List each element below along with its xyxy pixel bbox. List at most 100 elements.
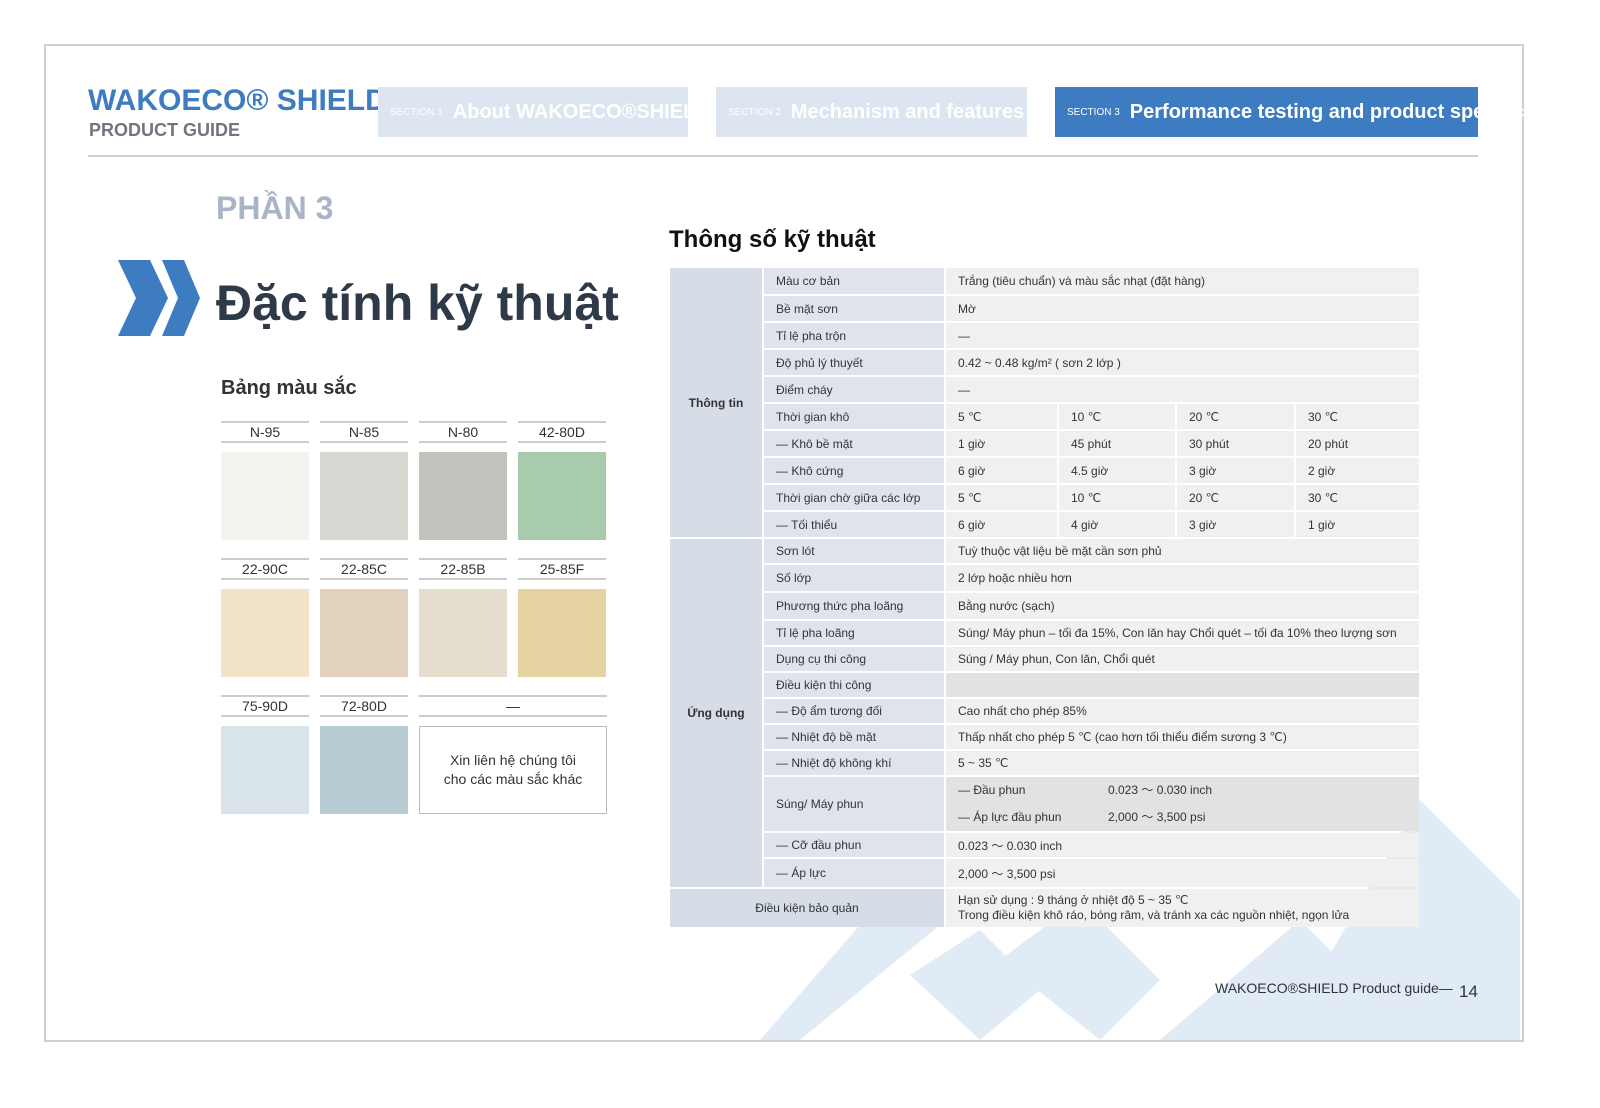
spec-line-text: — Đầu phun	[958, 783, 1026, 797]
swatch-code: N-85	[320, 421, 408, 443]
storage-value: Hạn sử dụng : 9 tháng ở nhiệt độ 5 ~ 35 …	[946, 889, 1419, 927]
spec-label: — Tối thiểu	[764, 512, 944, 537]
spec-value: 45 phút	[1059, 431, 1175, 456]
spec-label: — Khô cứng	[764, 458, 944, 483]
spec-line-text: — Áp lực đầu phun	[958, 810, 1062, 824]
spec-row: Phương thức pha loãng Bằng nước (sạch)	[670, 593, 1419, 619]
swatch-code: 75-90D	[221, 695, 309, 717]
spec-value: 3 giờ	[1177, 458, 1294, 483]
spec-row: Số lớp 2 lớp hoặc nhiều hơn	[670, 565, 1419, 591]
swatch-code: 22-85B	[419, 558, 507, 580]
spec-value: 1 giờ	[946, 431, 1057, 456]
brand: WAKOECO® SHIELD	[88, 84, 387, 117]
spec-label: Màu cơ bản	[764, 268, 944, 294]
swatch	[320, 589, 408, 677]
spec-value: 30 ℃	[1296, 404, 1419, 429]
spec-label: Điểm cháy	[764, 377, 944, 402]
spec-row: Điều kiện thi công	[670, 673, 1419, 697]
spec-value: 3 giờ	[1177, 512, 1294, 537]
swatch	[320, 452, 408, 540]
spec-label: Sơn lót	[764, 539, 944, 563]
spec-value: 30 phút	[1177, 431, 1294, 456]
spec-row: — Khô cứng 6 giờ 4.5 giờ 3 giờ 2 giờ	[670, 458, 1419, 483]
swatch	[518, 589, 606, 677]
spec-row: Tỉ lệ pha trộn —	[670, 323, 1419, 348]
tab-number: SECTION 3	[1067, 106, 1120, 118]
spec-value: 20 phút	[1296, 431, 1419, 456]
spec-row: — Độ ẩm tương đối Cao nhất cho phép 85%	[670, 699, 1419, 723]
spec-row: Ứng dụng Sơn lót Tuỳ thuộc vật liệu bề mặt…	[670, 539, 1419, 887]
spec-value: 20 ℃	[1177, 404, 1294, 429]
spec-label: Độ phủ lý thuyết	[764, 350, 944, 375]
storage-row: Điều kiện bảo quản Hạn sử dụng : 9 tháng …	[670, 889, 1419, 927]
section-tab: SECTION 1 About WAKOECO®SHIELD	[378, 87, 710, 137]
swatch	[221, 589, 309, 677]
specs-table: Thông tin Màu cơ bản Trắng (tiêu chuẩn) và…	[668, 266, 1421, 929]
spec-value: 30 ℃	[1296, 485, 1419, 510]
spec-value: 5 ℃	[946, 404, 1057, 429]
spec-row: — Áp lực 2,000 ～ 3,500 psi	[670, 859, 1419, 887]
spec-label: — Nhiệt độ bề mặt	[764, 725, 944, 749]
spec-value: 5 ~ 35 ℃	[946, 751, 1419, 775]
spec-value: Súng/ Máy phun – tối đa 15%, Con lăn hay…	[946, 621, 1419, 645]
spec-label: Thời gian chờ giữa các lớp	[764, 485, 944, 510]
spec-value: 2 giờ	[1296, 458, 1419, 483]
spec-value: 4.5 giờ	[1059, 458, 1175, 483]
specs-title: Thông số kỹ thuật	[669, 226, 876, 253]
spec-value: —	[946, 377, 1419, 402]
spec-row: Độ phủ lý thuyết 0.42 ~ 0.48 kg/m² ( sơn …	[670, 350, 1419, 375]
page-number: 14	[1459, 982, 1478, 1001]
brand-subtitle: PRODUCT GUIDE	[89, 120, 241, 140]
spec-value: 5 ℃	[946, 485, 1057, 510]
spec-row: — Tối thiểu 6 giờ 4 giờ 3 giờ 1 giờ	[670, 512, 1419, 537]
spec-row: — Cỡ đầu phun 0.023 ～ 0.030 inch	[670, 833, 1419, 857]
spec-label: — Độ ẩm tương đối	[764, 699, 944, 723]
spec-label: Súng/ Máy phun	[764, 777, 944, 831]
swatch-code: 22-85C	[320, 558, 408, 580]
rule	[88, 155, 1478, 157]
tab-label: About WAKOECO®SHIELD	[452, 100, 710, 123]
spec-row: Thời gian khô 5 ℃ 10 ℃ 20 ℃ 30 ℃	[670, 404, 1419, 429]
spec-line: — Áp lực đầu phun 2,000 ～ 3,500 psi	[958, 804, 1419, 831]
tab-number: SECTION 2	[728, 106, 781, 118]
spec-value: 1 giờ	[1296, 512, 1419, 537]
spec-value: 0.42 ~ 0.48 kg/m² ( sơn 2 lớp )	[946, 350, 1419, 375]
spec-row: Bề mặt sơn Mờ	[670, 296, 1419, 321]
spec-value: 20 ℃	[1177, 485, 1294, 510]
swatch-code: 25-85F	[518, 558, 606, 580]
swatch-code: 42-80D	[518, 421, 606, 443]
spec-label: Số lớp	[764, 565, 944, 591]
spec-label: Tỉ lệ pha loãng	[764, 621, 944, 645]
spec-label: — Cỡ đầu phun	[764, 833, 944, 857]
section-tab: SECTION 3 Performance testing and product…	[1055, 87, 1583, 137]
spec-value: Cao nhất cho phép 85%	[946, 699, 1419, 723]
spec-label: — Áp lực	[764, 859, 944, 887]
swatch	[419, 452, 507, 540]
spec-value: 10 ℃	[1059, 404, 1175, 429]
section-tab: SECTION 2 Mechanism and features	[716, 87, 1027, 137]
spec-value: Súng / Máy phun, Con lăn, Chổi quét	[946, 647, 1419, 671]
swatch-code: 22-90C	[221, 558, 309, 580]
footer-text: WAKOECO®SHIELD Product guide—	[1215, 980, 1453, 996]
spec-value: 10 ℃	[1059, 485, 1175, 510]
storage-line: Hạn sử dụng : 9 tháng ở nhiệt độ 5 ~ 35 …	[958, 893, 1189, 907]
spec-row: Thời gian chờ giữa các lớp 5 ℃ 10 ℃ 20 ℃ 30 …	[670, 485, 1419, 510]
swatch	[320, 726, 408, 814]
tab-number: SECTION 1	[390, 106, 443, 118]
spec-row: Điểm cháy —	[670, 377, 1419, 402]
group-cell: Ứng dụng	[670, 539, 762, 887]
spec-value: 2,000 ～ 3,500 psi	[946, 859, 1419, 887]
spec-value: 2 lớp hoặc nhiều hơn	[946, 565, 1419, 591]
part-label: PHẦN 3	[216, 190, 334, 226]
swatch	[419, 589, 507, 677]
spec-row: Tỉ lệ pha loãng Súng/ Máy phun – tối đa 1…	[670, 621, 1419, 645]
spec-label: Thời gian khô	[764, 404, 944, 429]
spec-row: — Khô bề mặt 1 giờ 45 phút 30 phút 20 phút	[670, 431, 1419, 456]
swatch-code: 72-80D	[320, 695, 408, 717]
storage-label: Điều kiện bảo quản	[670, 889, 944, 927]
spec-value: Trắng (tiêu chuẩn) và màu sắc nhạt (đặt …	[946, 268, 1419, 294]
spec-value	[946, 673, 1419, 697]
spec-line-text: 0.023 ～ 0.030 inch	[1108, 783, 1213, 797]
spec-label: Bề mặt sơn	[764, 296, 944, 321]
